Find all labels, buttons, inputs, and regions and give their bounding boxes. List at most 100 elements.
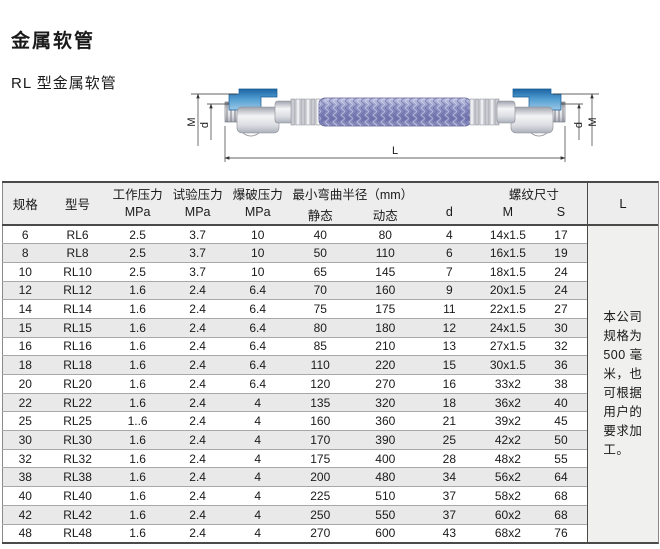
table-cell: 4: [254, 526, 262, 541]
table-cell: 1.6: [129, 451, 146, 466]
right-fitting: [469, 88, 566, 137]
table-cell: 1.6: [129, 339, 146, 354]
table-cell: 12: [18, 283, 32, 298]
table-cell: 2.4: [189, 414, 206, 429]
col-header-burst-pressure: 爆破压力: [227, 182, 288, 204]
table-cell: 27x1.5: [489, 339, 526, 354]
table-cell: 18x1.5: [489, 264, 526, 279]
table-cell: 64: [554, 470, 568, 485]
table-cell: RL25: [63, 414, 92, 429]
table-cell: 6.4: [249, 302, 267, 317]
table-cell: 40: [554, 395, 568, 410]
table-cell: 30: [554, 320, 568, 335]
table-cell: 400: [375, 451, 396, 466]
table-cell: 3.7: [189, 264, 206, 279]
table-cell: 16: [442, 376, 457, 391]
braided-hose: [318, 97, 472, 127]
table-cell: 4: [254, 451, 262, 466]
table-cell: 6.4: [249, 376, 267, 391]
table-cell: 4: [254, 488, 262, 503]
table-cell: RL8: [66, 246, 89, 261]
table-cell: 220: [375, 358, 396, 373]
table-cell: RL48: [63, 526, 92, 541]
table-cell: 320: [375, 395, 396, 410]
table-cell: 10: [251, 264, 265, 279]
col-header-d: d: [417, 204, 481, 225]
table-cell: 24: [554, 283, 568, 298]
table-cell: 4: [254, 507, 262, 522]
table-cell: 10: [251, 227, 265, 242]
table-cell: 25: [442, 432, 457, 447]
table-cell: 7: [446, 264, 453, 279]
table-cell: 3.7: [189, 246, 206, 261]
table-cell: 270: [375, 376, 396, 391]
table-cell: 25: [18, 414, 32, 429]
table-cell: 34: [442, 470, 457, 485]
table-cell: 600: [375, 526, 396, 541]
table-cell: 33x2: [494, 376, 521, 391]
table-cell: 1.6: [129, 526, 146, 541]
table-cell: 76: [554, 526, 568, 541]
table-cell: 36: [554, 358, 568, 373]
table-cell: RL22: [63, 395, 92, 410]
table-cell: 1.6: [129, 488, 146, 503]
table-cell: 6.4: [249, 358, 267, 373]
table-cell: 225: [310, 488, 331, 503]
table-cell: 50: [554, 432, 568, 447]
table-cell: 6.4: [249, 320, 267, 335]
table-cell: 1.6: [129, 507, 146, 522]
table-cell: 4: [254, 470, 262, 485]
table-row: 22 RL22 1.6 2.4 4 135 320 18 36x2 40: [2, 393, 587, 412]
table-cell: 120: [310, 376, 331, 391]
table-cell: RL15: [63, 320, 92, 335]
table-cell: 56x2: [494, 470, 521, 485]
table-cell: 360: [375, 414, 396, 429]
table-cell: 10: [18, 264, 32, 279]
table-cell: 2.5: [129, 264, 146, 279]
table-cell: 30: [18, 432, 32, 447]
table-cell: 175: [310, 451, 331, 466]
table-cell: 2.4: [189, 339, 206, 354]
table-cell: 80: [313, 320, 327, 335]
table-cell: 510: [375, 488, 396, 503]
table-cell: 50: [313, 246, 327, 261]
table-row: 32 RL32 1.6 2.4 4 175 400 28 48x2 55: [2, 449, 587, 468]
table-cell: 43: [442, 526, 457, 541]
table-cell: 20x1.5: [489, 283, 526, 298]
table-cell: 42: [18, 507, 32, 522]
table-cell: RL40: [63, 488, 92, 503]
table-cell: RL20: [63, 376, 92, 391]
table-cell: 4: [254, 414, 262, 429]
table-cell: RL42: [63, 507, 92, 522]
table-cell: 1.6: [129, 470, 146, 485]
note-cell: 本公司 规格为 500 毫 米，也 可根据 用户的 要求加 工。: [588, 226, 658, 542]
table-cell: 30x1.5: [489, 358, 526, 373]
table-cell: 2.4: [189, 507, 206, 522]
col-header-mpa-1: MPa: [107, 204, 168, 225]
table-cell: 2.5: [129, 246, 146, 261]
table-cell: 9: [446, 283, 453, 298]
table-row: 38 RL38 1.6 2.4 4 200 480 34 56x2 64: [2, 467, 587, 487]
table-cell: RL14: [63, 302, 92, 317]
table-cell: 160: [310, 414, 331, 429]
table-cell: 550: [375, 507, 396, 522]
table-cell: 40: [313, 227, 327, 242]
table-cell: RL32: [63, 451, 92, 466]
table-row: 6 RL6 2.5 3.7 10 40 80 4 14x1.5 17: [3, 225, 588, 244]
table-cell: 2.4: [189, 488, 206, 503]
table-cell: 6.4: [249, 339, 267, 354]
table-cell: 68x2: [494, 526, 521, 541]
table-cell: 32: [554, 339, 568, 354]
table-cell: 1.6: [129, 395, 146, 410]
table-row: 25 RL25 1..6 2.4 4 160 360 21 39x2 45: [2, 411, 587, 431]
table-cell: 65: [313, 264, 327, 279]
table-cell: 39x2: [494, 414, 521, 429]
table-cell: 2.4: [189, 470, 206, 485]
table-cell: 1.6: [129, 432, 146, 447]
table-cell: 13: [442, 339, 457, 354]
dim-label-d-left: d: [199, 122, 211, 128]
table-cell: 20: [18, 376, 32, 391]
table-cell: 270: [310, 526, 331, 541]
table-cell: RL30: [63, 432, 92, 447]
